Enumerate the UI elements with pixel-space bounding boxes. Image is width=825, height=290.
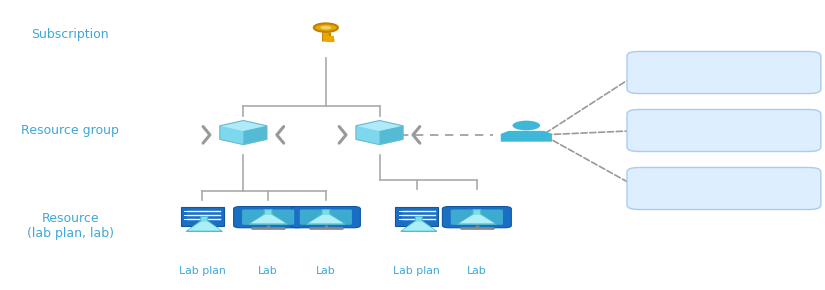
Polygon shape (356, 121, 403, 131)
Text: Owner: Owner (706, 68, 742, 77)
Polygon shape (219, 121, 267, 131)
FancyBboxPatch shape (398, 215, 403, 216)
Text: Lab Services Contributor: Lab Services Contributor (657, 184, 791, 193)
Polygon shape (219, 126, 267, 145)
Text: Subscription: Subscription (31, 28, 109, 41)
Text: Contributor: Contributor (693, 126, 755, 135)
Circle shape (512, 121, 540, 130)
Text: Lab plan: Lab plan (179, 266, 225, 276)
Polygon shape (309, 215, 343, 223)
FancyBboxPatch shape (442, 206, 512, 228)
FancyBboxPatch shape (233, 206, 303, 228)
Polygon shape (501, 131, 552, 142)
Polygon shape (186, 216, 222, 231)
Circle shape (320, 26, 332, 30)
FancyBboxPatch shape (181, 207, 224, 226)
FancyBboxPatch shape (299, 209, 352, 225)
FancyBboxPatch shape (184, 211, 188, 212)
Polygon shape (401, 216, 436, 231)
FancyBboxPatch shape (291, 206, 361, 228)
Polygon shape (243, 126, 267, 145)
FancyBboxPatch shape (450, 209, 503, 225)
Polygon shape (403, 222, 435, 230)
Circle shape (314, 23, 338, 32)
Polygon shape (380, 126, 403, 145)
FancyBboxPatch shape (627, 52, 821, 93)
FancyBboxPatch shape (398, 211, 403, 212)
Text: Lab: Lab (258, 266, 278, 276)
Polygon shape (356, 126, 403, 145)
Polygon shape (188, 222, 220, 230)
Text: Resource
(lab plan, lab): Resource (lab plan, lab) (26, 212, 114, 240)
FancyBboxPatch shape (627, 168, 821, 209)
Text: Lab: Lab (316, 266, 336, 276)
Polygon shape (458, 210, 496, 224)
Polygon shape (460, 215, 494, 223)
FancyBboxPatch shape (398, 219, 403, 220)
Text: Lab: Lab (467, 266, 487, 276)
FancyBboxPatch shape (395, 207, 438, 226)
FancyBboxPatch shape (242, 209, 295, 225)
Polygon shape (251, 215, 285, 223)
FancyBboxPatch shape (184, 215, 188, 216)
Polygon shape (249, 210, 287, 224)
Text: Resource group: Resource group (21, 124, 119, 137)
Polygon shape (307, 210, 345, 224)
FancyBboxPatch shape (627, 109, 821, 151)
Text: Lab plan: Lab plan (394, 266, 440, 276)
FancyBboxPatch shape (184, 219, 188, 220)
